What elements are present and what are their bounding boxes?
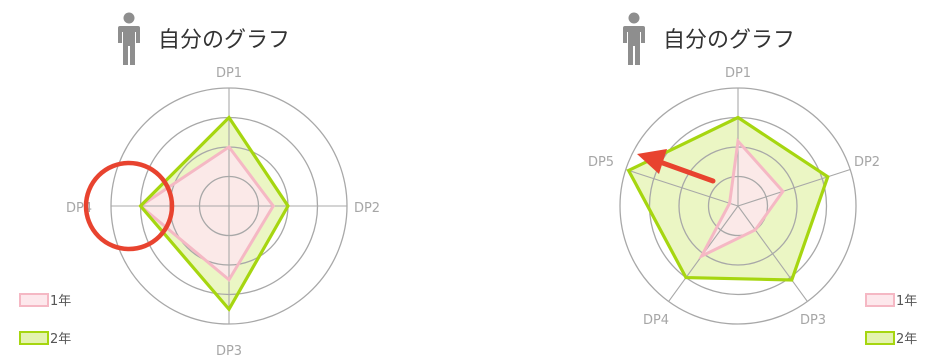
person-icon-head — [123, 12, 135, 24]
series-area-1nen — [140, 147, 274, 280]
annotation-arrow-shaft — [657, 159, 716, 184]
axis-spoke — [625, 169, 739, 207]
annotation-circle — [83, 160, 175, 252]
annotation-arrow-head — [637, 149, 667, 174]
legend-swatch — [19, 331, 49, 345]
series-line-1nen — [137, 144, 276, 283]
axis-spoke — [737, 205, 808, 302]
legend-label: 2年 — [896, 332, 917, 347]
legend-label: 1年 — [896, 294, 917, 309]
person-icon — [118, 12, 140, 65]
axis-label-dp1: DP1 — [216, 66, 242, 81]
legend-swatch — [19, 293, 49, 307]
chart-title: 自分のグラフ — [158, 28, 290, 53]
axis-label-dp4: DP4 — [643, 313, 669, 328]
legend-label: 2年 — [50, 332, 71, 347]
axis-label-dp1: DP1 — [725, 66, 751, 81]
person-icon-body — [623, 26, 645, 65]
axis-label-dp5: DP5 — [588, 155, 614, 170]
legend-swatch — [865, 331, 895, 345]
axis-label-dp3: DP3 — [216, 344, 242, 355]
axis-label-dp3: DP3 — [800, 313, 826, 328]
person-icon-head — [628, 12, 640, 24]
series-area-2nen — [628, 117, 828, 280]
series-line-1nen — [698, 137, 785, 260]
legend-label: 1年 — [50, 294, 71, 309]
series-line-2nen — [138, 114, 290, 313]
annotation-arrow — [637, 149, 716, 184]
radar-chart-2: 自分のグラフ DP1 DP2 DP3 DP4 DP5 1年 2年 — [588, 12, 917, 347]
axis-spoke — [737, 169, 851, 207]
person-icon-body — [118, 26, 140, 65]
person-icon — [623, 12, 645, 65]
legend-swatch — [865, 293, 895, 307]
axis-label-dp2: DP2 — [854, 155, 880, 170]
axis-label-dp2: DP2 — [354, 201, 380, 216]
chart-title: 自分のグラフ — [663, 28, 795, 53]
